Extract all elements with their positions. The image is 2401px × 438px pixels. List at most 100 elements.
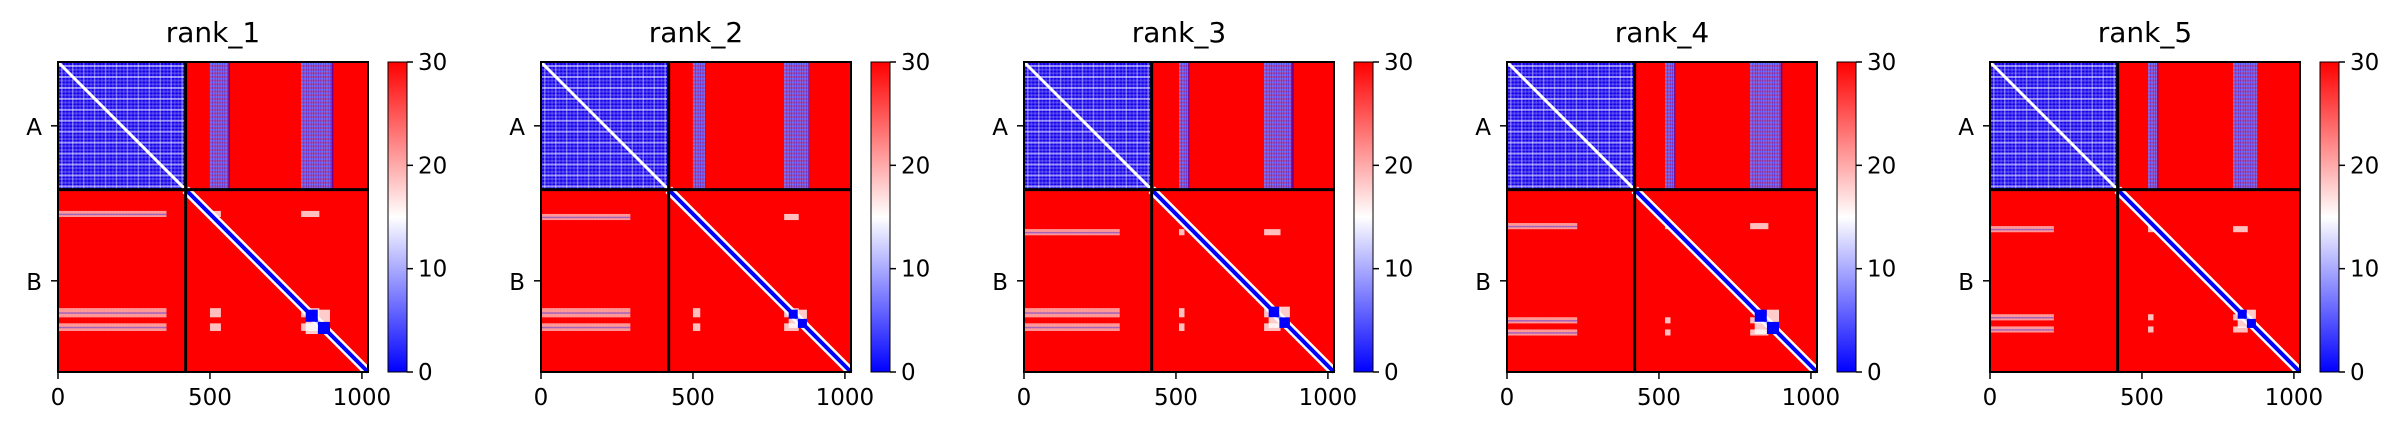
interface-strip-row <box>1665 86 1675 89</box>
b-row-band-tick <box>149 210 153 217</box>
interface-strip-row <box>1264 94 1292 97</box>
b-row-band-tick <box>1531 317 1535 324</box>
b-row-band <box>1990 314 2054 321</box>
interface-strip-row <box>1750 174 1781 177</box>
b-row-band-tick <box>1567 329 1571 336</box>
block-row-stripe <box>541 167 669 170</box>
chain-b-diagonal <box>1150 188 1336 374</box>
block-row-stripe <box>1507 108 1635 111</box>
interface-strip-row <box>692 112 706 115</box>
interface-strip-row <box>2233 83 2258 86</box>
b-row-band-tick <box>106 210 110 217</box>
colorbar-gradient <box>2319 61 2340 373</box>
block-row-stripe <box>541 90 669 93</box>
block-col-stripe <box>1037 62 1040 190</box>
b-row-band-tick <box>1072 323 1076 331</box>
b-row-band-tick <box>2026 314 2030 321</box>
b-row-band-tick <box>106 308 110 318</box>
interface-strip-row <box>2148 94 2158 97</box>
interface-strip-row <box>2233 72 2258 75</box>
block-col-stripe <box>108 62 110 190</box>
block-col-stripe <box>576 62 579 190</box>
b-row-band-tick <box>1063 308 1067 318</box>
interface-strip-row <box>301 163 332 166</box>
b-row-band-tick <box>1106 323 1110 331</box>
b-row-band-tick <box>133 308 137 318</box>
b-row-band <box>1507 317 1578 324</box>
block-row-stripe <box>1990 119 2118 122</box>
interface-strip-row <box>209 83 229 86</box>
b-row-echo <box>692 308 701 318</box>
interface-strip-line <box>219 62 223 190</box>
block-row-stripe <box>58 134 186 137</box>
b-row-band-tick <box>1060 308 1064 318</box>
chain-a-diagonal <box>539 60 670 191</box>
b-row-band-tick <box>130 308 134 318</box>
b-row-band-tick <box>1525 329 1529 336</box>
block-row-stripe <box>541 141 669 144</box>
interface-strip-row <box>301 79 332 82</box>
block-row-stripe <box>1024 72 1152 75</box>
b-row-band-tick <box>1033 308 1037 318</box>
b-row-band-tick <box>118 308 122 318</box>
interface-strip-row <box>692 156 706 159</box>
block-col-stripe <box>2025 62 2028 190</box>
interface-strip-row <box>1264 83 1292 86</box>
block-row-stripe <box>1990 145 2118 148</box>
interface-strip-row <box>1264 130 1292 133</box>
b-row-band-tick <box>1990 314 1993 321</box>
b-domain-block <box>1754 309 1767 322</box>
interface-strip-row <box>1750 94 1781 97</box>
b-row-band-tick <box>2029 326 2033 333</box>
b-row-band-tick <box>1570 223 1574 230</box>
chain-a-diagonal <box>1505 60 1636 191</box>
interface-strip-line <box>2148 62 2152 190</box>
b-row-band-tick <box>616 323 620 331</box>
interface-strip-row <box>301 75 332 78</box>
b-row-band-tick <box>1555 223 1559 230</box>
b-row-echo <box>784 213 799 221</box>
interface-strip-row <box>1665 105 1675 108</box>
b-row-band-tick <box>91 323 95 331</box>
block-col-stripe <box>638 62 641 190</box>
b-row-band-tick <box>1084 229 1088 236</box>
interface-strip-row <box>1179 83 1189 86</box>
block-row-stripe <box>1990 127 2118 130</box>
interface-strip-row <box>1665 163 1675 166</box>
b-row-band-tick <box>1109 308 1113 318</box>
interface-strip-row <box>1665 145 1675 148</box>
b-row-band-tick <box>2050 226 2054 233</box>
block-col-stripe <box>1579 62 1581 190</box>
interface-strip-line <box>303 62 307 190</box>
b-row-band-tick <box>127 308 131 318</box>
interface-strip-row <box>784 65 809 68</box>
block-row-stripe <box>1024 141 1152 144</box>
x-tick-label: 1000 <box>2265 385 2324 411</box>
x-tick-label: 1000 <box>1299 385 1358 411</box>
b-row-band-tick <box>1573 223 1577 230</box>
heatmap <box>1022 60 1338 376</box>
b-row-band <box>58 323 167 331</box>
b-row-band-tick <box>2032 314 2036 321</box>
b-row-band <box>1024 229 1120 236</box>
interface-strip-row <box>692 123 706 126</box>
b-row-band-tick <box>164 210 168 217</box>
interface-strip-row <box>2148 68 2158 71</box>
b-row-band-tick <box>115 210 119 217</box>
block-col-stripe <box>1561 62 1563 190</box>
interface-strip-line <box>796 62 800 190</box>
block-row-stripe <box>58 185 186 188</box>
interface-strip-row <box>2233 141 2258 144</box>
b-row-band-tick <box>73 210 77 217</box>
interface-strip-row <box>209 97 229 100</box>
b-row-band-tick <box>595 308 599 318</box>
b-row-band-tick <box>565 323 569 331</box>
b-row-band-tick <box>112 308 116 318</box>
interface-strip-row <box>1264 116 1292 119</box>
block-col-stripe <box>624 62 626 190</box>
block-col-stripe <box>1070 62 1073 190</box>
interface-strip-line <box>1774 62 1778 190</box>
block-row-stripe <box>1990 65 2118 68</box>
b-row-band-tick <box>589 323 593 331</box>
colorbar-tick-label: 0 <box>1867 360 1882 386</box>
